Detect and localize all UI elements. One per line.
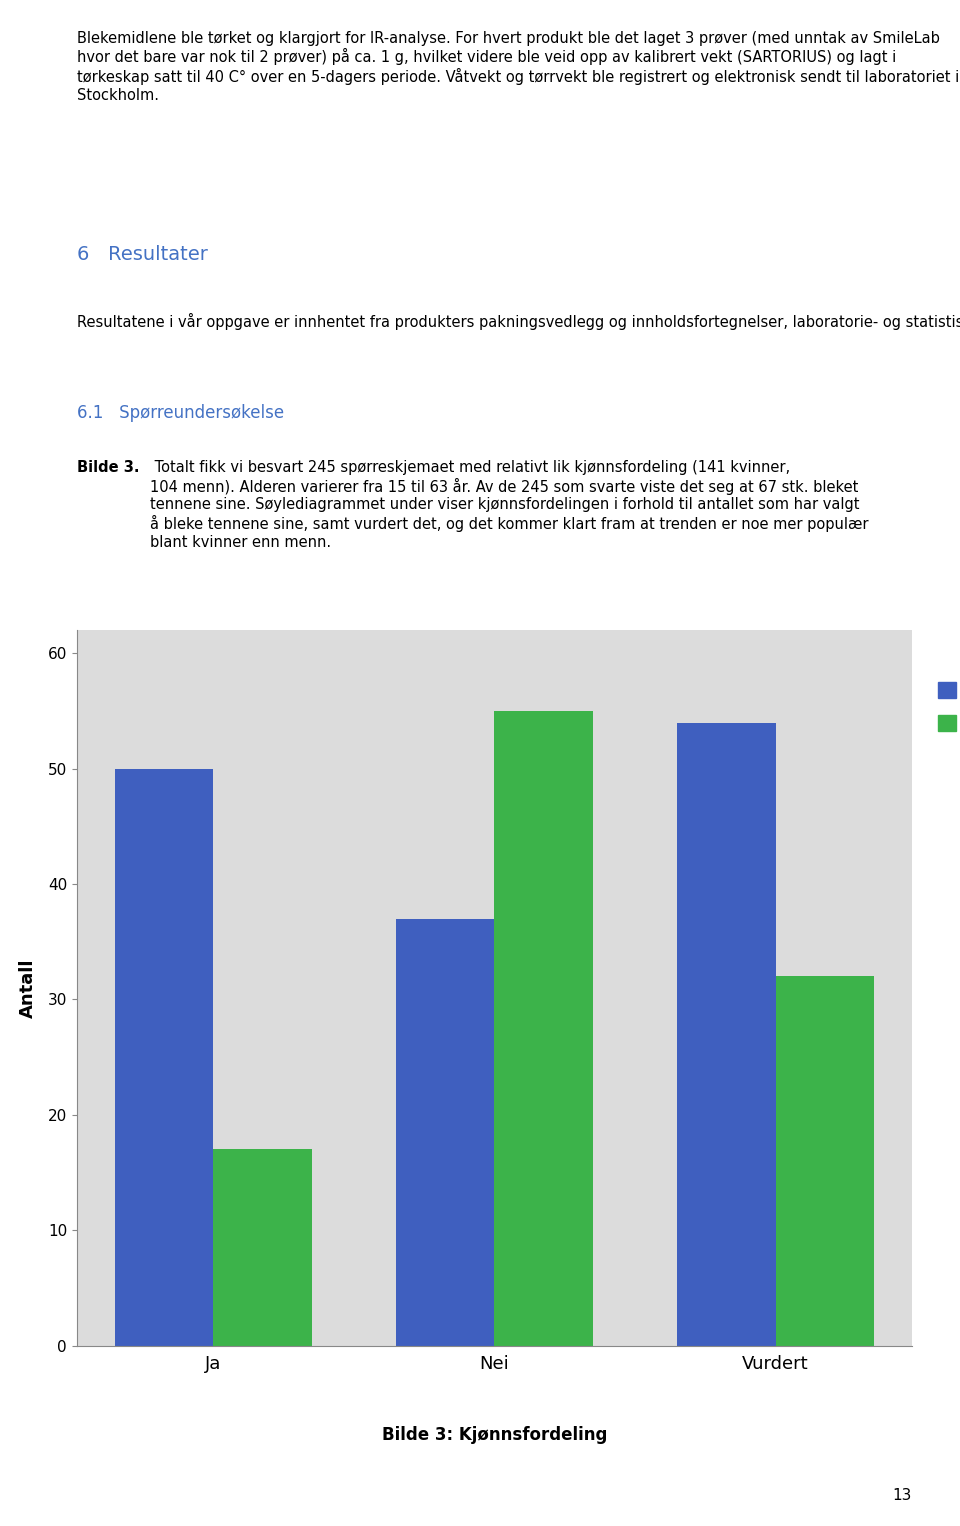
Bar <box>213 1149 312 1346</box>
Bar <box>494 711 593 1346</box>
Text: 6.1   Spørreundersøkelse: 6.1 Spørreundersøkelse <box>77 403 284 421</box>
Text: Resultatene i vår oppgave er innhentet fra produkters pakningsvedlegg og innhold: Resultatene i vår oppgave er innhentet f… <box>77 313 960 330</box>
Text: 6   Resultater: 6 Resultater <box>77 246 207 264</box>
Text: Bilde 3: Kjønnsfordeling: Bilde 3: Kjønnsfordeling <box>382 1427 607 1444</box>
Y-axis label: Antall: Antall <box>18 958 36 1018</box>
Bar <box>776 977 874 1346</box>
Text: 13: 13 <box>893 1488 912 1503</box>
Bar <box>396 919 494 1346</box>
Text: Bilde 3.: Bilde 3. <box>77 459 139 475</box>
Bar <box>115 769 213 1346</box>
Legend: Kjønn, Kvinne, Mann: Kjønn, Kvinne, Mann <box>929 639 960 742</box>
Text: Blekemidlene ble tørket og klargjort for IR-analyse. For hvert produkt ble det l: Blekemidlene ble tørket og klargjort for… <box>77 31 959 102</box>
Text: Totalt fikk vi besvart 245 spørreskjemaet med relativt lik kjønnsfordeling (141 : Totalt fikk vi besvart 245 spørreskjemae… <box>151 459 869 549</box>
Bar <box>677 723 776 1346</box>
